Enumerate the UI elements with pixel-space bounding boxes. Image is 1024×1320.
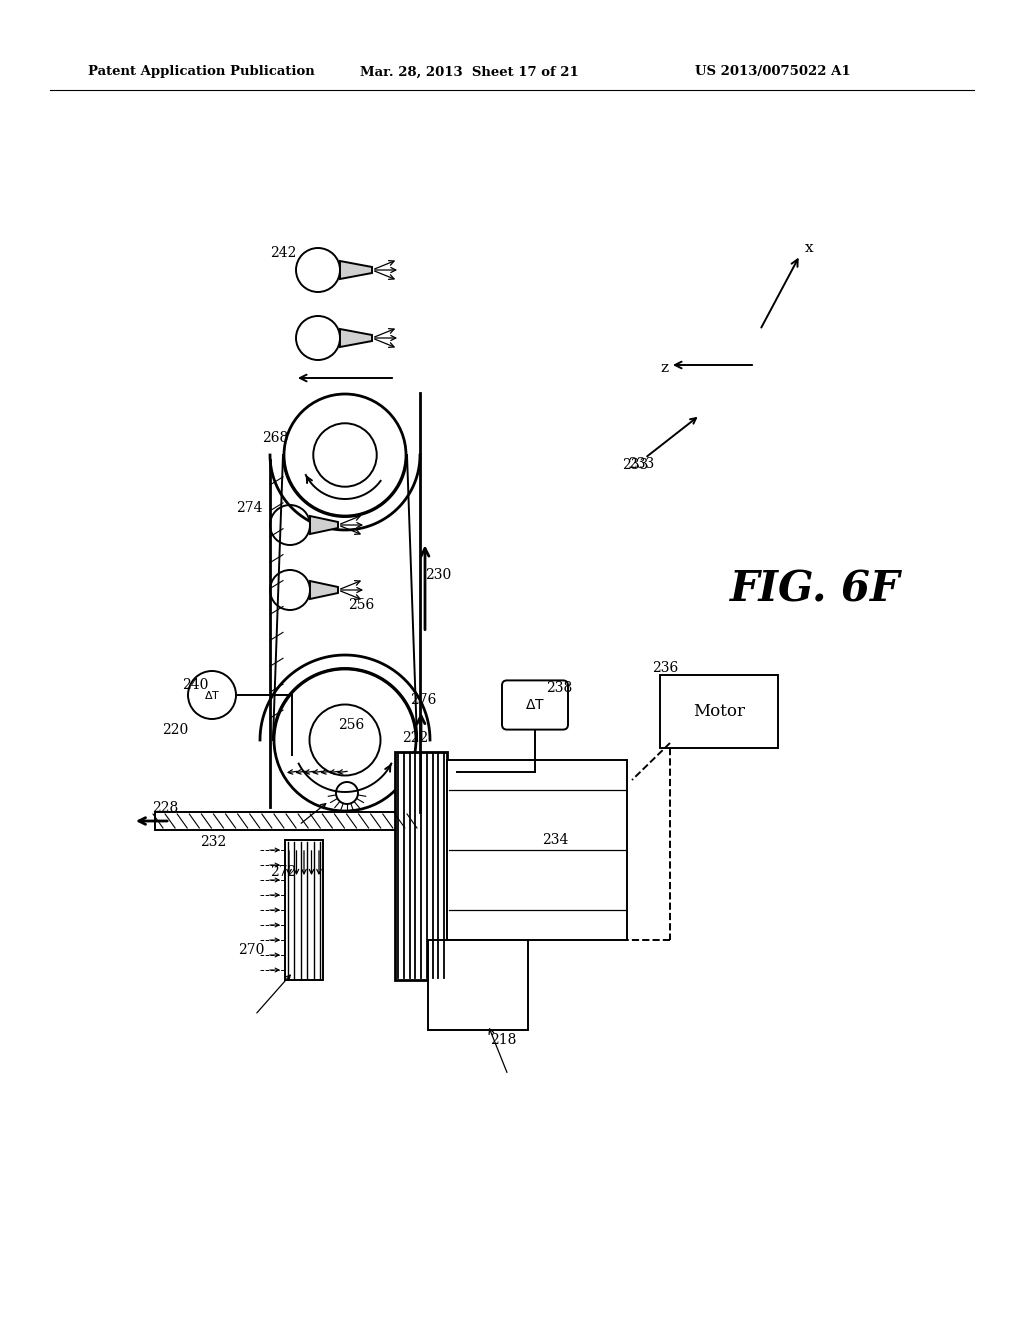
Text: FIG. 6F: FIG. 6F — [730, 569, 900, 611]
Text: 238: 238 — [546, 681, 572, 696]
Bar — [285, 840, 323, 979]
Text: Motor: Motor — [693, 704, 745, 719]
Polygon shape — [310, 516, 338, 535]
Bar — [428, 940, 528, 1030]
Bar — [395, 752, 447, 979]
Text: 218: 218 — [490, 1034, 516, 1047]
Text: 228: 228 — [152, 801, 178, 814]
Text: $\Delta$T: $\Delta$T — [204, 689, 220, 701]
Text: 220: 220 — [162, 723, 188, 737]
Text: 230: 230 — [425, 568, 452, 582]
Text: 268: 268 — [262, 432, 288, 445]
Text: 222: 222 — [402, 731, 428, 744]
Text: 276: 276 — [410, 693, 436, 708]
Bar — [660, 675, 778, 748]
Text: 256: 256 — [338, 718, 365, 733]
Text: 274: 274 — [236, 502, 262, 515]
Circle shape — [284, 393, 406, 516]
Text: x: x — [805, 242, 814, 255]
Text: 270: 270 — [238, 942, 264, 957]
Text: 234: 234 — [542, 833, 568, 847]
Text: 232: 232 — [200, 836, 226, 849]
Text: US 2013/0075022 A1: US 2013/0075022 A1 — [695, 66, 851, 78]
Circle shape — [188, 671, 236, 719]
Text: 233: 233 — [622, 458, 648, 473]
Circle shape — [274, 669, 416, 810]
Circle shape — [270, 506, 310, 545]
Bar — [447, 760, 627, 940]
Text: Patent Application Publication: Patent Application Publication — [88, 66, 314, 78]
Bar — [155, 812, 415, 830]
Circle shape — [336, 781, 358, 804]
Text: $\Delta$T: $\Delta$T — [525, 698, 545, 711]
Text: 242: 242 — [270, 246, 296, 260]
Text: 233: 233 — [628, 457, 654, 471]
Text: 240: 240 — [182, 678, 208, 692]
Polygon shape — [340, 261, 372, 279]
Circle shape — [296, 248, 340, 292]
Text: Mar. 28, 2013  Sheet 17 of 21: Mar. 28, 2013 Sheet 17 of 21 — [360, 66, 579, 78]
Circle shape — [296, 315, 340, 360]
Circle shape — [270, 570, 310, 610]
Polygon shape — [340, 329, 372, 347]
Text: 256: 256 — [348, 598, 374, 612]
Text: z: z — [660, 360, 668, 375]
Polygon shape — [310, 581, 338, 599]
Text: 272: 272 — [270, 865, 296, 879]
FancyBboxPatch shape — [502, 680, 568, 730]
Text: 236: 236 — [652, 661, 678, 675]
